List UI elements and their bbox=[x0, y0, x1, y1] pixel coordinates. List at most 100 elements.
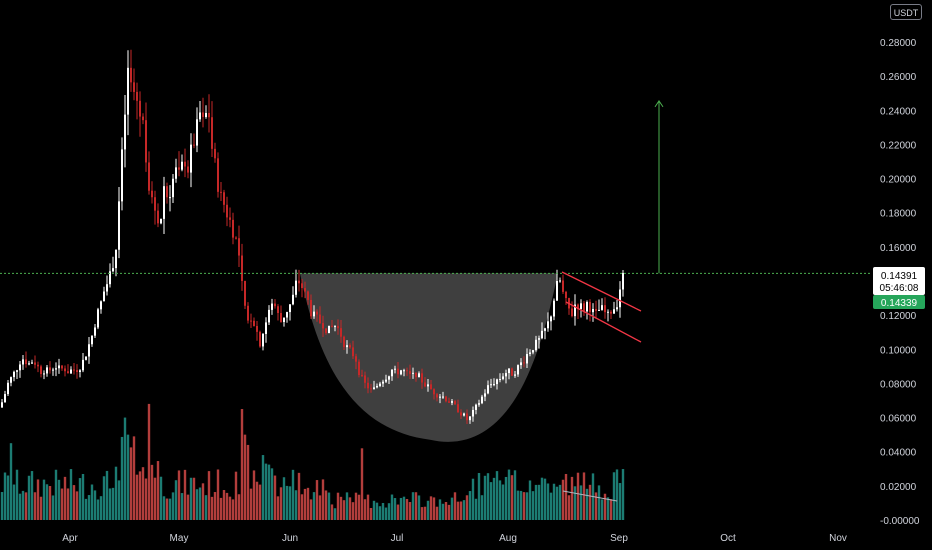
volume-bar bbox=[27, 475, 31, 520]
currency-unit-button[interactable]: USDT bbox=[890, 4, 922, 20]
candle-body bbox=[520, 362, 522, 366]
volume-bar bbox=[75, 491, 79, 520]
volume-bar bbox=[204, 495, 208, 520]
volume-bar bbox=[537, 484, 541, 520]
candle-body bbox=[478, 403, 480, 405]
candle-body bbox=[229, 217, 231, 220]
candle-body bbox=[439, 396, 441, 398]
volume-bar bbox=[459, 501, 463, 520]
candle-body bbox=[271, 303, 273, 310]
volume-bar bbox=[87, 495, 91, 520]
volume-bar bbox=[561, 479, 565, 520]
month-label: Aug bbox=[499, 533, 517, 544]
candle-body bbox=[139, 100, 141, 117]
volume-bar bbox=[522, 492, 526, 520]
volume-bar bbox=[90, 484, 94, 520]
candle-body bbox=[469, 416, 471, 421]
candle-body bbox=[451, 401, 453, 403]
volume-bar bbox=[195, 489, 199, 520]
volume-bar bbox=[198, 487, 202, 520]
volume-bar bbox=[534, 484, 538, 520]
candle-body bbox=[559, 280, 561, 282]
volume-bar bbox=[192, 477, 196, 520]
volume-bar bbox=[33, 492, 37, 520]
volume-bar bbox=[270, 468, 274, 520]
candle-body bbox=[502, 376, 504, 380]
volume-bar bbox=[402, 496, 406, 520]
candle-body bbox=[145, 120, 147, 163]
volume-bar bbox=[360, 448, 364, 520]
volume-bar bbox=[477, 473, 481, 520]
volume-bar bbox=[309, 499, 313, 520]
volume-bar bbox=[144, 478, 148, 520]
candle-body bbox=[64, 368, 66, 372]
volume-bar bbox=[0, 492, 4, 520]
candle-body bbox=[109, 271, 111, 285]
prev-close-tag bbox=[873, 295, 925, 309]
price-tick-label: 0.28000 bbox=[880, 38, 917, 49]
candle-body bbox=[160, 218, 162, 224]
candle-body bbox=[226, 204, 228, 218]
volume-bar bbox=[432, 497, 436, 520]
candle-body bbox=[445, 396, 447, 402]
volume-bar bbox=[135, 474, 139, 520]
candle-body bbox=[382, 381, 384, 384]
candle-body bbox=[73, 369, 75, 371]
candle-body bbox=[490, 384, 492, 386]
volume-bar bbox=[9, 443, 13, 520]
candle-body bbox=[610, 311, 612, 314]
candle-body bbox=[355, 356, 357, 362]
candle-body bbox=[583, 303, 585, 312]
volume-bar bbox=[102, 476, 106, 520]
volume-bar bbox=[609, 499, 613, 520]
candle-body bbox=[58, 365, 60, 369]
candle-body bbox=[91, 335, 93, 345]
candle-body bbox=[352, 347, 354, 357]
candle-body bbox=[268, 309, 270, 323]
volume-bar bbox=[531, 491, 535, 520]
volume-bar bbox=[585, 488, 589, 520]
channel-lower-line bbox=[565, 301, 642, 343]
volume-bar bbox=[267, 464, 271, 520]
candle-body bbox=[607, 311, 609, 313]
volume-bar bbox=[387, 503, 391, 520]
volume-bar bbox=[456, 501, 460, 520]
volume-bar bbox=[321, 479, 325, 520]
candle-body bbox=[202, 112, 204, 117]
candle-body bbox=[97, 309, 99, 328]
candle-body bbox=[517, 365, 519, 375]
volume-bar bbox=[24, 492, 28, 520]
volume-bar bbox=[366, 494, 370, 520]
candle-body bbox=[346, 345, 348, 348]
price-tick-label: 0.20000 bbox=[880, 175, 917, 186]
candle-body bbox=[622, 273, 624, 290]
candle-body bbox=[553, 300, 555, 317]
candle-body bbox=[424, 382, 426, 387]
candle-body bbox=[70, 369, 72, 374]
volume-bar bbox=[606, 497, 610, 520]
volume-bar bbox=[588, 484, 592, 520]
volume-bar bbox=[327, 492, 331, 520]
volume-bar bbox=[72, 485, 76, 520]
volume-bar bbox=[489, 482, 493, 520]
candle-body bbox=[187, 166, 189, 173]
volume-bar bbox=[540, 477, 544, 520]
candle-body bbox=[31, 362, 33, 364]
volume-bar bbox=[363, 499, 367, 520]
candle-body bbox=[544, 328, 546, 331]
candle-body bbox=[214, 148, 216, 159]
volume-bar bbox=[273, 475, 277, 520]
candle-body bbox=[190, 144, 192, 173]
volume-bar bbox=[498, 480, 502, 520]
volume-bar bbox=[507, 469, 511, 520]
volume-bar bbox=[543, 478, 547, 520]
volume-bar bbox=[168, 498, 172, 520]
volume-bar bbox=[189, 477, 193, 520]
volume-bar bbox=[564, 473, 568, 520]
candle-body bbox=[580, 303, 582, 310]
candle-body bbox=[367, 382, 369, 389]
candle-body bbox=[310, 299, 312, 317]
volume-bar bbox=[150, 464, 154, 520]
candle-body bbox=[592, 308, 594, 313]
